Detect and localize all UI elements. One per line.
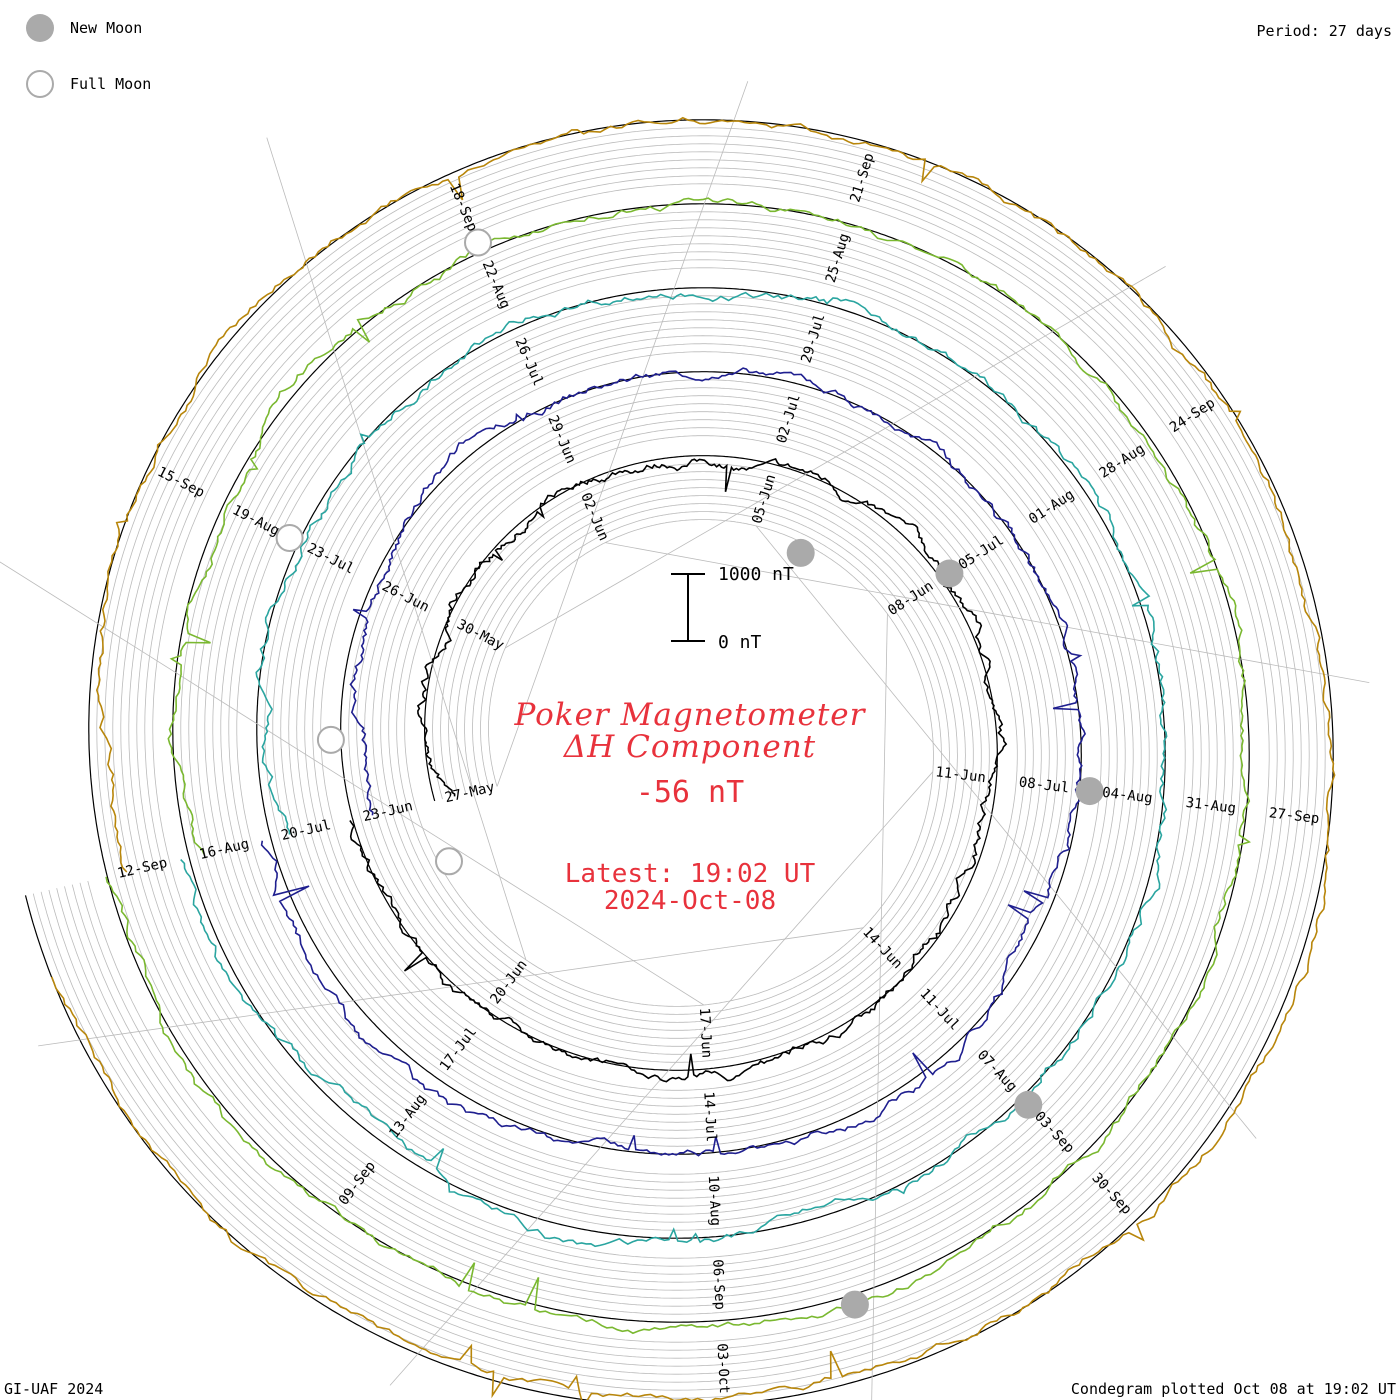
grid-ring (48, 143, 1310, 1383)
date-label: 02-Jul (774, 392, 804, 445)
date-label: 08-Jun (885, 578, 936, 619)
new-moon-marker (935, 559, 964, 588)
date-label: 23-Jul (304, 540, 356, 577)
date-label: 13-Aug (386, 1091, 429, 1141)
full-moon-marker (464, 228, 492, 257)
period-label: Period: 27 days (1256, 22, 1392, 40)
date-label: 27-Sep (1268, 805, 1320, 827)
date-label: 12-Sep (116, 855, 169, 882)
date-label: 05-Jun (749, 473, 779, 526)
date-label: 21-Sep (847, 151, 877, 204)
full-moon-icon (26, 70, 54, 98)
footer-credit: GI-UAF 2024 (4, 1380, 104, 1398)
date-label: 01-Aug (1026, 487, 1077, 528)
day-spoke (755, 525, 1257, 1139)
day-spoke (505, 266, 1166, 649)
grid-ring (71, 167, 1286, 1359)
series-line-cycle-1 (349, 458, 1008, 1083)
date-label: 17-Jul (437, 1024, 480, 1074)
date-label: 16-Aug (198, 836, 251, 863)
date-label: 06-Sep (709, 1259, 728, 1310)
grid-ring (79, 175, 1278, 1351)
date-label: 31-Aug (1185, 795, 1237, 817)
footer-plotted: Condegram plotted Oct 08 at 19:02 UT (1070, 1380, 1396, 1398)
date-label: 11-Jun (935, 764, 987, 786)
legend-new-moon-label: New Moon (70, 19, 143, 37)
series-layer (50, 116, 1336, 1400)
series-line-cycle-2 (260, 367, 1087, 1157)
new-moon-marker (840, 1290, 869, 1319)
grid-ring (64, 159, 1294, 1367)
series-line-cycle-5 (50, 116, 1336, 1400)
latest-date: 2024-Oct-08 (603, 886, 777, 916)
date-label: 17-Jun (696, 1007, 715, 1058)
day-spoke (871, 613, 888, 1400)
date-label: 04-Aug (1101, 785, 1153, 807)
scale-bar: 1000 nT 0 nT (671, 564, 794, 653)
latest-time: Latest: 19:02 UT (564, 859, 816, 889)
chart-subtitle: ΔH Component (563, 729, 817, 765)
grid-ring (56, 151, 1302, 1375)
grid-ring (87, 183, 1270, 1343)
day-spoke (496, 81, 749, 787)
series-line-cycle-3 (180, 291, 1168, 1248)
date-label: 19-Aug (230, 502, 282, 539)
day-spoke (0, 561, 705, 1006)
full-moon-marker (316, 725, 345, 754)
scale-bar-bottom-label: 0 nT (718, 632, 762, 653)
legend-new-moon: New Moon (26, 14, 142, 42)
grid-ring (32, 127, 1326, 1399)
full-moon-marker (275, 524, 304, 552)
full-moon-marker (435, 847, 463, 876)
new-moon-marker (786, 538, 815, 567)
legend-full-moon: Full Moon (26, 70, 151, 98)
date-label: 10-Aug (705, 1175, 724, 1226)
date-label: 15-Sep (155, 464, 207, 501)
date-label: 08-Jul (1018, 774, 1070, 796)
scale-bar-top-label: 1000 nT (718, 564, 794, 585)
series-line-cycle-4 (105, 197, 1252, 1335)
new-moon-marker (1014, 1090, 1043, 1119)
date-label: 05-Jul (956, 532, 1007, 573)
current-value: -56 nT (635, 775, 745, 810)
date-label: 20-Jun (487, 957, 530, 1007)
chart-title: Poker Magnetometer (514, 697, 866, 733)
moon-markers (275, 228, 1104, 1319)
legend-full-moon-label: Full Moon (70, 75, 152, 93)
date-label: 14-Jul (700, 1091, 719, 1142)
day-spoke (389, 771, 934, 1386)
date-label: 25-Aug (823, 232, 853, 285)
date-label: 29-Jul (798, 312, 828, 365)
date-label: 28-Aug (1097, 441, 1148, 482)
new-moon-icon (26, 14, 54, 42)
date-label: 03-Oct (713, 1343, 732, 1394)
day-spoke (605, 542, 1370, 683)
date-label: 24-Sep (1167, 395, 1218, 436)
date-label: 09-Sep (336, 1158, 379, 1208)
date-label: 20-Jul (280, 817, 333, 844)
new-moon-marker (1075, 777, 1104, 806)
